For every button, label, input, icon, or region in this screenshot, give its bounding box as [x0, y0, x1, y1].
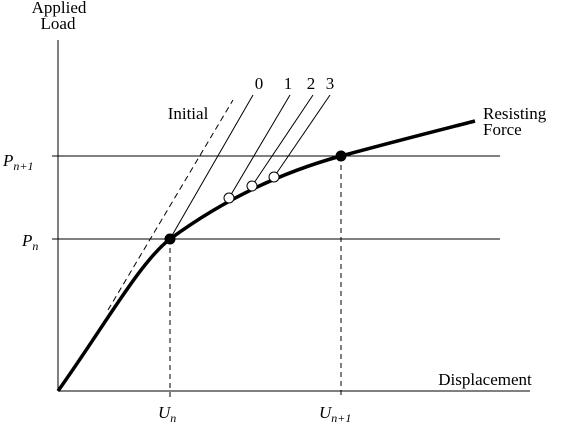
iteration-point [246, 180, 258, 192]
load-label: Pn+1 [2, 151, 34, 173]
displacement-label-sub: n+1 [331, 411, 351, 425]
y-axis-label: Applied [32, 0, 87, 17]
iteration-label: 1 [284, 74, 293, 93]
displacement-label-base: U [319, 403, 333, 422]
iteration-label: 0 [255, 74, 264, 93]
displacement-label: Un [158, 403, 176, 425]
iteration-line [228, 94, 291, 199]
displacement-label-sub: n [170, 411, 176, 425]
curve-label: Resisting [483, 104, 547, 123]
iteration-line [169, 94, 254, 240]
tangent-label: Initial [168, 104, 209, 123]
iteration-line [273, 94, 331, 178]
iteration-label: 3 [326, 74, 335, 93]
load-label-base: P [21, 231, 32, 250]
iteration-point [223, 192, 235, 204]
iteration-label: 2 [307, 74, 316, 93]
initial-tangent [107, 99, 234, 311]
y-axis-label: Load [41, 14, 76, 33]
curve-label: Force [483, 120, 522, 139]
equilibrium-point [164, 233, 176, 245]
load-label: Pn [21, 231, 38, 253]
resisting-force-curve [56, 119, 476, 393]
iteration-line [251, 94, 314, 187]
load-label-sub: n+1 [13, 159, 33, 173]
load-label-sub: n [32, 239, 38, 253]
equilibrium-point [335, 150, 347, 162]
displacement-label-base: U [158, 403, 172, 422]
iteration-point [268, 171, 280, 183]
displacement-label: Un+1 [319, 403, 351, 425]
x-axis-label: Displacement [438, 370, 532, 389]
load-label-base: P [2, 151, 13, 170]
